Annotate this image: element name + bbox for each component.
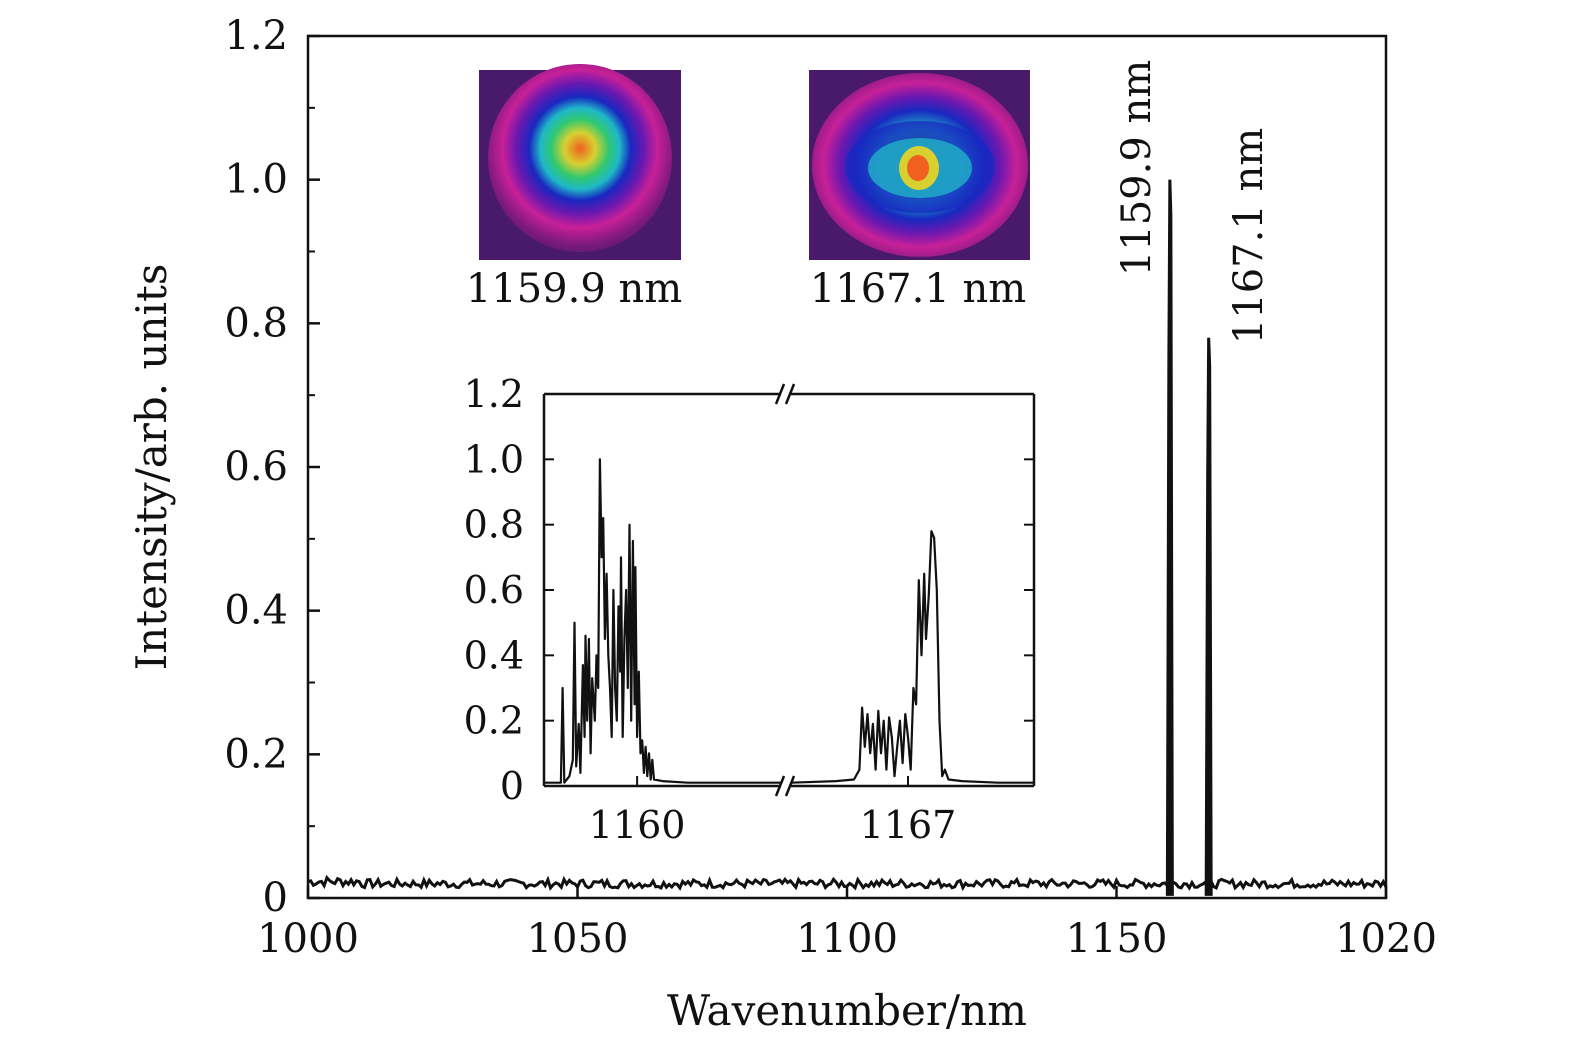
main-y-tick-label: 0.6 xyxy=(224,444,288,490)
main-peak-1 xyxy=(1204,337,1213,896)
main-y-tick-label: 0.2 xyxy=(224,731,288,777)
beam-spot-core xyxy=(907,155,929,181)
main-peaks xyxy=(1165,179,1213,896)
main-x-tick-label: 1020 xyxy=(1335,916,1437,962)
inset-x-tick-label: 1160 xyxy=(589,803,686,847)
peak-label-1159-9: 1159.9 nm xyxy=(1114,60,1160,276)
inset-y-tick-label: 0 xyxy=(500,764,524,808)
main-y-tick-label: 0 xyxy=(263,875,288,921)
main-x-tick-label: 1100 xyxy=(796,916,898,962)
main-plot: 0 0.2 0.4 0.6 0.8 1.0 1.2 1000 1050 1100 1150 1020… xyxy=(127,13,1437,1035)
main-x-tick-label: 1150 xyxy=(1066,916,1168,962)
inset-x-tick-label: 1167 xyxy=(860,803,957,847)
peak-label-1167-1: 1167.1 nm xyxy=(1226,128,1272,344)
axis-break-bottom xyxy=(774,775,796,797)
main-y-tick-label: 1.2 xyxy=(224,13,288,59)
inset-y-tick-label: 0.4 xyxy=(464,633,524,677)
inset-y-axis: 0 0.2 0.4 0.6 0.8 1.0 1.2 xyxy=(464,372,1034,808)
main-baseline-noise xyxy=(307,874,1388,892)
inset-y-tick-label: 0.8 xyxy=(464,503,524,547)
inset-line-1 xyxy=(790,530,1034,784)
beam-spot-single-lobe xyxy=(488,64,672,252)
inset-line-0 xyxy=(544,458,781,784)
inset-y-tick-label: 0.2 xyxy=(464,699,524,743)
main-y-tick-label: 0.4 xyxy=(224,588,288,634)
x-axis-title: Wavenumber/nm xyxy=(667,986,1027,1035)
inset-y-tick-label: 0.6 xyxy=(464,568,524,612)
main-y-axis: 0 0.2 0.4 0.6 0.8 1.0 1.2 xyxy=(224,13,320,921)
main-x-tick-label: 1050 xyxy=(527,916,629,962)
main-peak-0 xyxy=(1165,179,1174,896)
y-axis-title: Intensity/arb. units xyxy=(127,264,176,671)
main-x-tick-label: 1000 xyxy=(257,916,359,962)
main-y-tick-label: 1.0 xyxy=(224,157,288,203)
beam-caption-1167-1: 1167.1 nm xyxy=(810,266,1026,312)
beam-profile-1167-1: 1167.1 nm xyxy=(809,70,1030,312)
inset-y-tick-label: 1.2 xyxy=(464,372,524,416)
main-y-tick-label: 0.8 xyxy=(224,300,288,346)
inset-y-tick-label: 1.0 xyxy=(464,437,524,481)
inset-x-axis: 1160 1167 xyxy=(589,776,957,847)
main-x-axis: 1000 1050 1100 1150 1020 xyxy=(257,886,1437,962)
inset-plot: 0 0.2 0.4 0.6 0.8 1.0 1.2 1160 1167 xyxy=(464,372,1036,847)
beam-caption-1159-9: 1159.9 nm xyxy=(466,266,682,312)
axis-break-top xyxy=(774,383,796,405)
inset-series xyxy=(544,458,1034,784)
beam-profile-1159-9: 1159.9 nm xyxy=(466,64,682,312)
